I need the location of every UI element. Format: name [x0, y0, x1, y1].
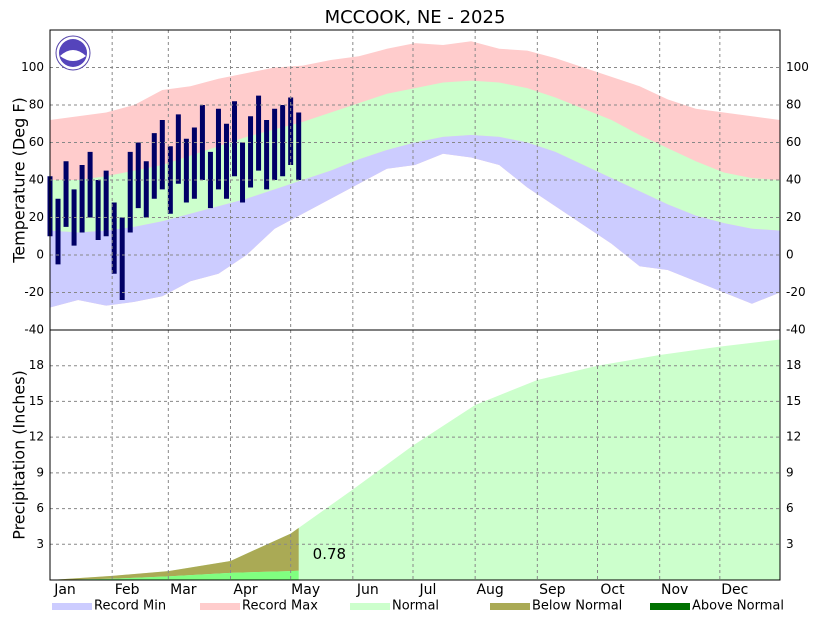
observed-bar [288, 97, 294, 165]
x-tick-label: Apr [233, 582, 257, 598]
legend-swatch [52, 603, 92, 610]
normal-area [50, 80, 780, 233]
y-tick-label: -40 [24, 323, 44, 337]
legend-label: Record Max [242, 599, 318, 614]
x-tick-label: Jul [419, 582, 437, 598]
x-tick-label: Jun [356, 582, 379, 598]
y-tick-label-right: -20 [786, 285, 806, 299]
y-tick-label: 6 [36, 501, 44, 515]
legend-swatch [650, 603, 690, 610]
observed-bar [240, 142, 246, 203]
chart-title: MCCOOK, NE - 2025 [325, 7, 506, 28]
observed-bar [296, 112, 302, 180]
legend-swatch [200, 603, 240, 610]
legend-label: Above Normal [692, 599, 784, 614]
x-tick-label: Aug [476, 582, 503, 598]
observed-bar [103, 170, 109, 237]
y-tick-label-right: 40 [786, 173, 801, 187]
y-tick-label-right: 100 [786, 60, 809, 74]
y-tick-label: 40 [29, 173, 44, 187]
y-tick-label-right: 18 [786, 358, 801, 372]
y-axis-title: Temperature (Deg F) [10, 97, 29, 264]
legend-label: Below Normal [532, 599, 622, 614]
y-tick-label-right: 6 [786, 501, 794, 515]
observed-bar [55, 198, 61, 265]
y-tick-label: 9 [36, 465, 44, 479]
y-tick-label: 12 [29, 430, 44, 444]
y-axis-title: Precipitation (Inches) [10, 370, 29, 540]
y-tick-label-right: 0 [786, 248, 794, 262]
observed-bar [151, 133, 157, 199]
y-tick-label: 80 [29, 98, 44, 112]
y-tick-label-right: 20 [786, 210, 801, 224]
observed-bar [264, 120, 270, 190]
observed-bar [280, 105, 286, 177]
y-tick-label-right: 3 [786, 537, 794, 551]
x-tick-label: Feb [115, 582, 140, 598]
observed-bar [111, 202, 117, 274]
x-tick-label: Sep [539, 582, 566, 598]
legend-label: Record Min [94, 599, 166, 614]
observed-bar [95, 180, 101, 240]
y-tick-label-right: 12 [786, 430, 801, 444]
x-tick-label: Nov [661, 582, 688, 598]
legend-swatch [350, 603, 390, 610]
y-tick-label-right: -40 [786, 323, 806, 337]
normal-area [50, 339, 780, 580]
observed-bar [223, 123, 229, 199]
y-tick-label: 3 [36, 537, 44, 551]
y-tick-label: 60 [29, 135, 44, 149]
y-tick-label-right: 9 [786, 465, 794, 479]
observed-bar [87, 151, 93, 218]
y-tick-label-right: 15 [786, 394, 801, 408]
x-tick-label: Jan [53, 582, 76, 598]
observed-bar [143, 161, 149, 218]
plot-frame [49, 329, 781, 581]
observed-area [50, 570, 299, 580]
observed-bar [183, 138, 189, 203]
y-tick-label: 15 [29, 394, 44, 408]
observed-bar [191, 127, 197, 199]
y-tick-label: 0 [36, 248, 44, 262]
observed-bar [79, 165, 85, 233]
y-tick-label-right: 80 [786, 98, 801, 112]
legend-swatch [490, 603, 530, 610]
observed-bar [63, 161, 69, 227]
observed-bar [207, 151, 213, 209]
observed-bar [256, 95, 262, 171]
legend-label: Normal [392, 599, 439, 614]
observed-bar [175, 114, 181, 184]
y-tick-label: -20 [24, 285, 44, 299]
x-tick-label: May [291, 582, 320, 598]
below-normal-area [50, 527, 299, 580]
y-tick-label: 20 [29, 210, 44, 224]
y-tick-label: 18 [29, 358, 44, 372]
observed-bar [119, 217, 125, 300]
observed-bar [215, 108, 221, 190]
x-tick-label: Mar [170, 582, 197, 598]
observed-bar [159, 120, 165, 190]
x-tick-label: Dec [721, 582, 748, 598]
noaa-logo [55, 35, 91, 71]
observed-bar [232, 101, 238, 177]
record-min-area [50, 135, 780, 308]
observed-bar [248, 116, 254, 188]
value-label: 0.78 [313, 545, 346, 563]
y-tick-label: 100 [21, 60, 44, 74]
observed-bar [127, 151, 133, 233]
y-tick-label-right: 60 [786, 135, 801, 149]
observed-bar [272, 108, 278, 180]
x-tick-label: Oct [600, 582, 625, 598]
observed-bar [135, 142, 141, 209]
